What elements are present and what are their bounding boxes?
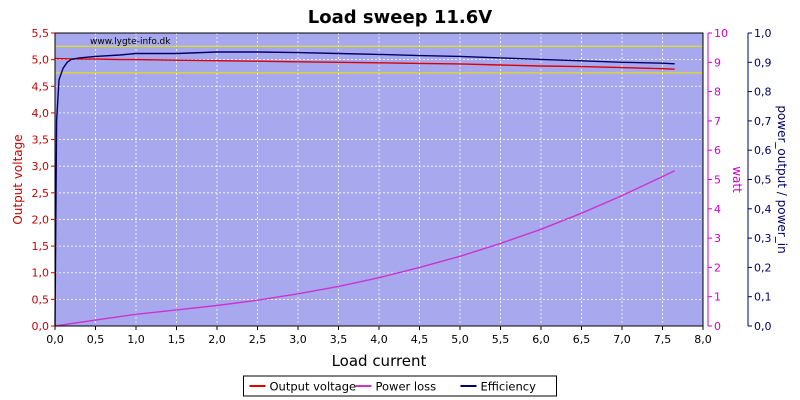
legend-box [243, 375, 557, 397]
efficiency-tick-label: 0,0 [754, 320, 772, 333]
efficiency-tick-label: 0,1 [754, 291, 772, 304]
watt-tick-label: 3 [714, 232, 721, 245]
x-tick-label: 8,0 [694, 333, 712, 346]
efficiency-tick-label: 0,3 [754, 232, 772, 245]
watermark: www.lygte-info.dk [90, 37, 171, 47]
watt-tick-label: 0 [714, 320, 721, 333]
watt-tick-label: 10 [714, 27, 728, 40]
efficiency-axis-ticks: 0,0 0,1 0,2 0,3 0,4 0,5 0,6 0,7 0,8 0,9 1,0 [747, 27, 772, 333]
watt-tick-label: 5 [714, 174, 721, 187]
grid-lines [55, 33, 703, 326]
x-tick-label: 3,0 [289, 333, 307, 346]
series-group [54, 51, 675, 327]
left-axis-label: Output voltage [11, 134, 25, 224]
efficiency-tick-label: 0,5 [754, 174, 772, 187]
series-line-power-loss [54, 170, 675, 327]
x-axis-ticks: 0,0 0,5 1,0 1,5 2,0 2,5 3,0 3,5 4,0 4,5 5,0 5,5 6,0 6… [46, 326, 712, 346]
series-line-output-voltage [54, 57, 675, 70]
left-tick-label: 3,0 [32, 160, 50, 173]
watt-tick-label: 6 [714, 144, 721, 157]
x-tick-label: 1,0 [127, 333, 145, 346]
x-tick-label: 3,5 [330, 333, 348, 346]
efficiency-tick-label: 0,8 [754, 86, 772, 99]
x-tick-label: 7,5 [654, 333, 672, 346]
x-tick-label: 0,5 [87, 333, 105, 346]
efficiency-tick-label: 0,7 [754, 115, 772, 128]
left-tick-label: 4,5 [32, 80, 50, 93]
x-tick-label: 1,5 [168, 333, 186, 346]
x-tick-label: 2,5 [249, 333, 267, 346]
watt-axis-ticks: 0 1 2 3 4 5 6 7 8 9 10 [707, 27, 728, 333]
x-tick-label: 6,5 [573, 333, 591, 346]
x-tick-label: 4,0 [370, 333, 388, 346]
efficiency-tick-label: 1,0 [754, 27, 772, 40]
left-tick-label: 0,0 [32, 320, 50, 333]
left-tick-label: 1,5 [32, 240, 50, 253]
x-tick-label: 7,0 [613, 333, 631, 346]
watt-tick-label: 1 [714, 291, 721, 304]
x-tick-label: 0,0 [46, 333, 64, 346]
efficiency-tick-label: 0,6 [754, 144, 772, 157]
watt-axis-label: watt [730, 166, 744, 193]
efficiency-tick-label: 0,9 [754, 56, 772, 69]
watt-tick-label: 7 [714, 115, 721, 128]
legend-label-efficiency: Efficiency [481, 380, 537, 394]
left-tick-label: 2,5 [32, 187, 50, 200]
efficiency-tick-label: 0,2 [754, 261, 772, 274]
left-tick-label: 1,0 [32, 267, 50, 280]
series-line-efficiency [54, 51, 675, 327]
left-tick-label: 4,0 [32, 107, 50, 120]
left-tick-label: 0,5 [32, 293, 50, 306]
efficiency-axis-label: power_output / power_in [775, 105, 789, 253]
left-tick-label: 5,0 [32, 54, 50, 67]
left-tick-label: 2,0 [32, 213, 50, 226]
x-axis-label: Load current [332, 352, 427, 370]
legend-label-power-loss: Power loss [376, 380, 437, 394]
legend-label-output-voltage: Output voltage [270, 380, 357, 394]
watt-tick-label: 2 [714, 261, 721, 274]
x-tick-label: 5,5 [492, 333, 510, 346]
watt-tick-label: 4 [714, 203, 721, 216]
efficiency-tick-label: 0,4 [754, 203, 772, 216]
legend: Output voltage Power loss Efficiency [243, 375, 557, 397]
left-tick-label: 5,5 [32, 27, 50, 40]
reference-lines [55, 45, 703, 74]
x-tick-label: 2,0 [208, 333, 226, 346]
chart-title: Load sweep 11.6V [308, 7, 492, 28]
watt-tick-label: 8 [714, 86, 721, 99]
x-tick-label: 4,5 [411, 333, 429, 346]
x-tick-label: 5,0 [451, 333, 469, 346]
left-tick-label: 3,5 [32, 134, 50, 147]
left-axis-ticks: 0,0 0,5 1,0 1,5 2,0 2,5 3,0 3,5 4,0 4,5 5,0 5,5 [32, 27, 55, 333]
watt-tick-label: 9 [714, 56, 721, 69]
x-tick-label: 6,0 [532, 333, 550, 346]
